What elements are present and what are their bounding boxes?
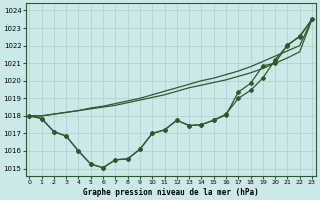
X-axis label: Graphe pression niveau de la mer (hPa): Graphe pression niveau de la mer (hPa) [83, 188, 259, 197]
